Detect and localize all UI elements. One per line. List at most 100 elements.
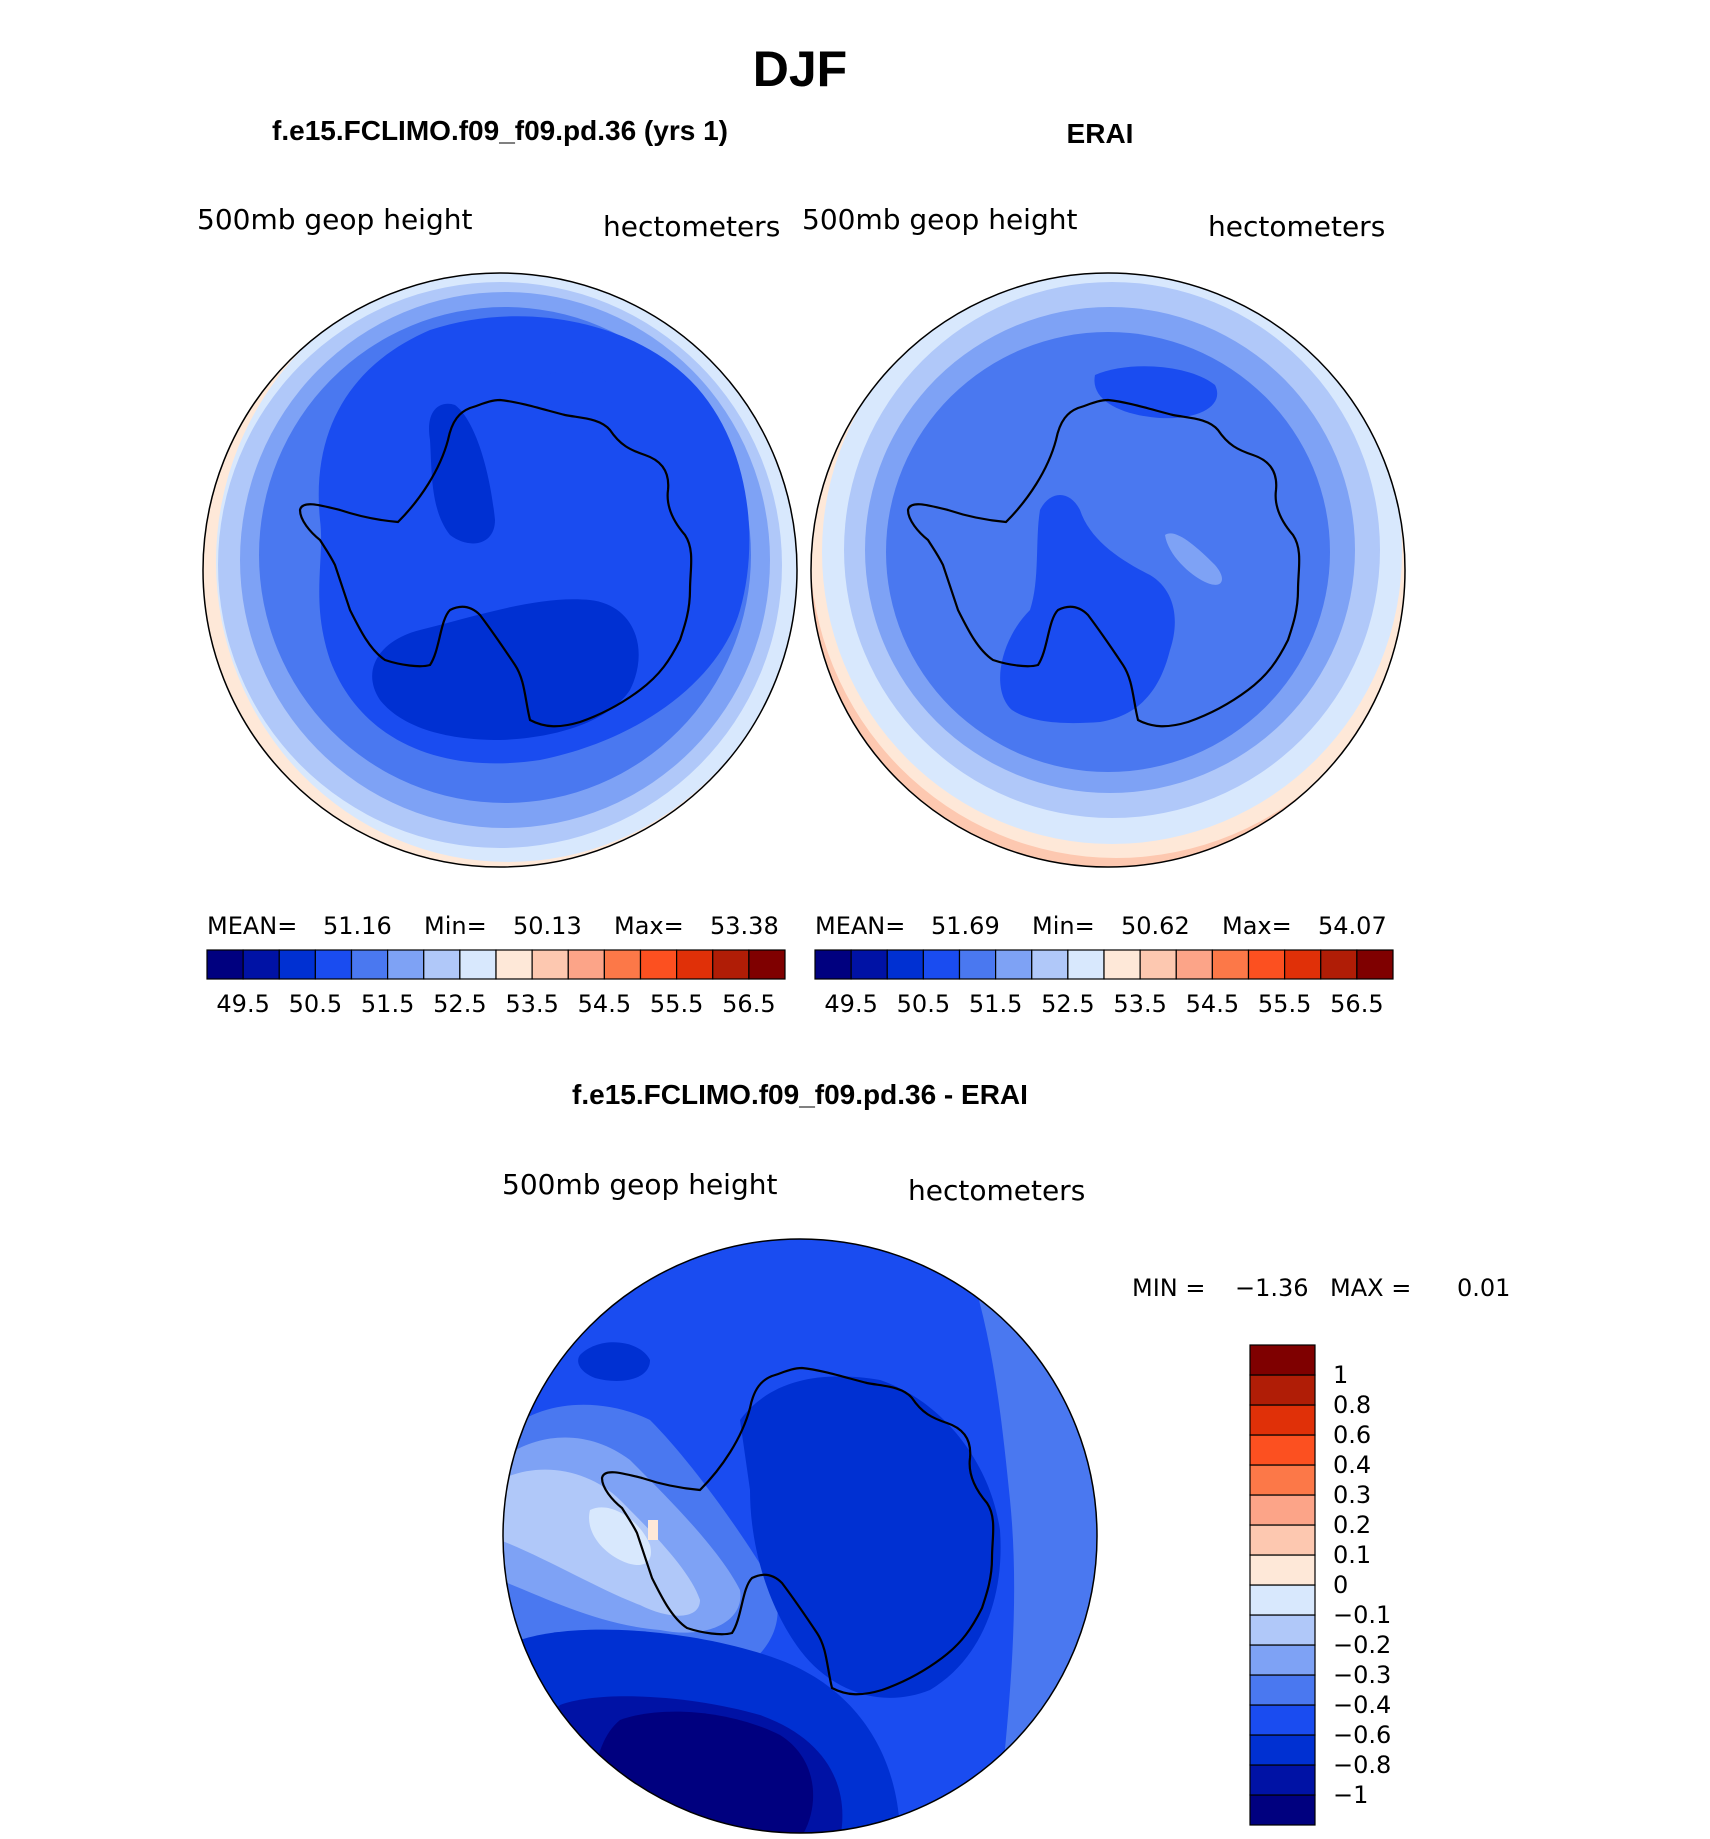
- colorbar-tick-label: −0.3: [1333, 1661, 1391, 1689]
- colorbar-swatch: [1103, 949, 1141, 980]
- colorbar-swatch: [1249, 1674, 1316, 1706]
- colorbar-swatch: [1067, 949, 1105, 980]
- panel-difference-stats: MIN = −1.36 MAX = 0.01: [1132, 1274, 1510, 1302]
- colorbar-tick-label: 0.4: [1333, 1451, 1371, 1479]
- panel-difference-colorbar: [1249, 1344, 1316, 1826]
- colorbar-swatch: [1249, 1614, 1316, 1646]
- panel-obs: ERAI 500mb geop height hectometers MEAN=…: [802, 118, 1406, 1018]
- min-value: 50.13: [513, 912, 582, 940]
- panel-obs-title: ERAI: [1067, 118, 1134, 149]
- colorbar-swatch: [1249, 1554, 1316, 1586]
- panel-model-map-border: [202, 272, 798, 868]
- panel-obs-right-label: hectometers: [1208, 210, 1385, 243]
- panel-obs-colorbar-ticks: 49.5 50.5 51.5 52.5 53.5 54.5 55.5 56.5: [824, 990, 1383, 1018]
- panel-model-map: [203, 273, 797, 867]
- panel-model-right-label: hectometers: [603, 210, 780, 243]
- colorbar-swatch: [1356, 949, 1394, 980]
- max-label: MAX =: [1330, 1274, 1411, 1302]
- colorbar-tick-label: 1: [1333, 1361, 1348, 1389]
- colorbar-tick-label: 52.5: [1041, 990, 1094, 1018]
- mean-label: MEAN=: [207, 912, 297, 940]
- colorbar-swatch: [1031, 949, 1069, 980]
- colorbar-tick-label: 0.1: [1333, 1541, 1371, 1569]
- colorbar-swatch: [278, 949, 316, 980]
- panel-model-title: f.e15.FCLIMO.f09_f09.pd.36 (yrs 1): [272, 115, 728, 146]
- colorbar-tick-label: −0.1: [1333, 1601, 1391, 1629]
- colorbar-swatch: [1175, 949, 1213, 980]
- panel-difference-map-border: [502, 1238, 1098, 1834]
- colorbar-swatch: [712, 949, 750, 980]
- panel-difference: f.e15.FCLIMO.f09_f09.pd.36 - ERAI 500mb …: [502, 1079, 1510, 1834]
- colorbar-swatch: [423, 949, 461, 980]
- colorbar-swatch: [814, 949, 852, 980]
- colorbar-swatch: [676, 949, 714, 980]
- panel-difference-colorbar-ticks: 10.80.60.40.30.20.10−0.1−0.2−0.3−0.4−0.6…: [1333, 1361, 1391, 1809]
- colorbar-tick-label: 0.6: [1333, 1421, 1371, 1449]
- colorbar-tick-label: 56.5: [1330, 990, 1383, 1018]
- colorbar-swatch: [314, 949, 353, 980]
- colorbar-tick-label: 56.5: [722, 990, 775, 1018]
- min-label: Min=: [424, 912, 487, 940]
- panel-obs-map-border: [810, 272, 1406, 868]
- panel-model-colorbar: [206, 949, 786, 980]
- colorbar-swatch: [922, 949, 961, 980]
- colorbar-swatch: [1249, 1644, 1316, 1676]
- map-field-band: [578, 1342, 650, 1381]
- colorbar-swatch: [958, 949, 997, 980]
- colorbar-swatch: [206, 949, 244, 980]
- max-label: Max=: [614, 912, 684, 940]
- map-field-band: [1094, 366, 1218, 419]
- colorbar-tick-label: 50.5: [289, 990, 342, 1018]
- colorbar-tick-label: −0.8: [1333, 1751, 1391, 1779]
- panel-difference-map: [503, 1239, 1097, 1833]
- colorbar-tick-label: 54.5: [578, 990, 631, 1018]
- panel-model-colorbar-ticks: 49.5 50.5 51.5 52.5 53.5 54.5 55.5 56.5: [216, 990, 775, 1018]
- panel-difference-right-label: hectometers: [908, 1174, 1085, 1207]
- colorbar-tick-label: 51.5: [969, 990, 1022, 1018]
- colorbar-swatch: [1249, 1794, 1316, 1826]
- colorbar-tick-label: 0: [1333, 1571, 1348, 1599]
- colorbar-swatch: [850, 949, 888, 980]
- colorbar-tick-label: 51.5: [361, 990, 414, 1018]
- colorbar-swatch: [1249, 1704, 1316, 1736]
- colorbar-swatch: [886, 949, 924, 980]
- colorbar-swatch: [459, 949, 497, 980]
- max-value: 54.07: [1318, 912, 1387, 940]
- colorbar-tick-label: 52.5: [433, 990, 486, 1018]
- colorbar-tick-label: 53.5: [1113, 990, 1166, 1018]
- colorbar-swatch: [1320, 949, 1358, 980]
- map-field-band: [429, 403, 495, 544]
- colorbar-swatch: [567, 949, 605, 980]
- colorbar-swatch: [387, 949, 425, 980]
- map-field-band: [589, 1507, 651, 1565]
- panel-model: f.e15.FCLIMO.f09_f09.pd.36 (yrs 1) 500mb…: [197, 115, 798, 1018]
- colorbar-swatch: [242, 949, 280, 980]
- colorbar-swatch: [1249, 1464, 1316, 1496]
- colorbar-tick-label: −0.6: [1333, 1721, 1391, 1749]
- colorbar-tick-label: −0.2: [1333, 1631, 1391, 1659]
- antarctica-coastline: [298, 398, 693, 728]
- colorbar-swatch: [1249, 1494, 1316, 1526]
- min-label: Min=: [1032, 912, 1095, 940]
- colorbar-swatch: [1249, 1524, 1316, 1556]
- colorbar-tick-label: 0.3: [1333, 1481, 1371, 1509]
- colorbar-tick-label: −0.4: [1333, 1691, 1391, 1719]
- map-field-band: [1000, 495, 1175, 724]
- min-value: 50.62: [1121, 912, 1190, 940]
- colorbar-swatch: [495, 949, 533, 980]
- min-label: MIN =: [1132, 1274, 1205, 1302]
- panel-obs-stats: MEAN= 51.69 Min= 50.62 Max= 54.07: [815, 912, 1387, 940]
- colorbar-swatch: [1284, 949, 1322, 980]
- colorbar-swatch: [1249, 1344, 1316, 1376]
- panel-difference-title: f.e15.FCLIMO.f09_f09.pd.36 - ERAI: [572, 1079, 1028, 1110]
- colorbar-swatch: [350, 949, 389, 980]
- colorbar-tick-label: 50.5: [897, 990, 950, 1018]
- colorbar-swatch: [748, 949, 786, 980]
- map-field-band: [648, 1520, 658, 1540]
- colorbar-swatch: [1249, 1734, 1316, 1766]
- colorbar-tick-label: 0.2: [1333, 1511, 1371, 1539]
- panel-model-stats: MEAN= 51.16 Min= 50.13 Max= 53.38: [207, 912, 779, 940]
- max-label: Max=: [1222, 912, 1292, 940]
- max-value: 53.38: [710, 912, 779, 940]
